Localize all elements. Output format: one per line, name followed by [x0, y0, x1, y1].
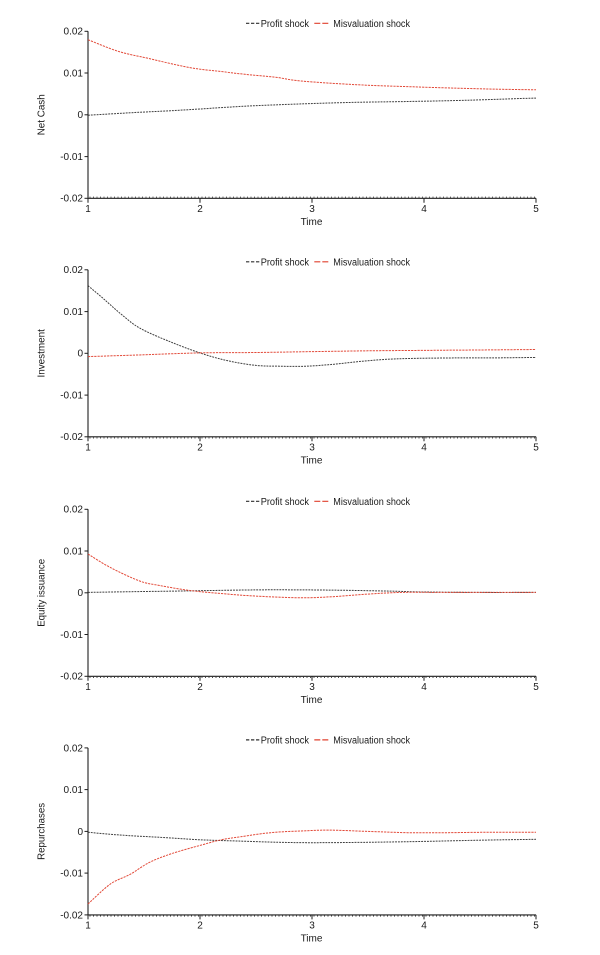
svg-text:5: 5 [533, 204, 539, 215]
svg-text:Profit shock: Profit shock [261, 257, 310, 268]
svg-text:Misvaluation shock: Misvaluation shock [333, 735, 411, 746]
svg-text:Time: Time [301, 456, 323, 467]
svg-text:-0.01: -0.01 [60, 152, 83, 163]
svg-text:-0.01: -0.01 [60, 390, 83, 401]
svg-text:0.02: 0.02 [64, 743, 84, 754]
svg-text:0.01: 0.01 [64, 307, 84, 318]
svg-text:0: 0 [77, 110, 83, 121]
svg-text:1: 1 [85, 682, 91, 693]
svg-text:3: 3 [309, 920, 315, 931]
svg-text:Profit shock: Profit shock [261, 735, 310, 746]
svg-text:2: 2 [197, 920, 203, 931]
svg-text:0: 0 [77, 349, 83, 360]
svg-text:3: 3 [309, 204, 315, 215]
svg-text:0.02: 0.02 [64, 265, 84, 276]
svg-text:Time: Time [301, 934, 323, 945]
svg-text:Misvaluation shock: Misvaluation shock [333, 497, 411, 508]
svg-text:3: 3 [309, 682, 315, 693]
svg-text:-0.02: -0.02 [60, 672, 83, 683]
svg-text:4: 4 [421, 920, 427, 931]
svg-text:2: 2 [197, 682, 203, 693]
svg-text:Time: Time [301, 217, 323, 228]
svg-text:5: 5 [533, 682, 539, 693]
svg-text:Profit shock: Profit shock [261, 497, 310, 508]
svg-text:0.01: 0.01 [64, 785, 84, 796]
svg-text:0.01: 0.01 [64, 546, 84, 557]
svg-text:-0.01: -0.01 [60, 869, 83, 880]
svg-text:0: 0 [77, 827, 83, 838]
svg-text:0: 0 [77, 588, 83, 599]
svg-text:Profit shock: Profit shock [261, 19, 310, 30]
svg-text:-0.02: -0.02 [60, 194, 83, 205]
svg-text:Equity issuance: Equity issuance [37, 558, 48, 626]
svg-text:3: 3 [309, 442, 315, 453]
svg-text:1: 1 [85, 920, 91, 931]
svg-text:5: 5 [533, 920, 539, 931]
svg-text:-0.02: -0.02 [60, 910, 83, 921]
svg-text:Time: Time [301, 695, 323, 706]
svg-text:4: 4 [421, 204, 427, 215]
svg-text:0.02: 0.02 [64, 27, 84, 38]
svg-text:0.01: 0.01 [64, 69, 84, 80]
svg-text:1: 1 [85, 204, 91, 215]
svg-text:4: 4 [421, 682, 427, 693]
svg-text:Repurchases: Repurchases [37, 803, 48, 860]
svg-text:Investment: Investment [37, 329, 48, 378]
svg-text:5: 5 [533, 442, 539, 453]
svg-text:-0.01: -0.01 [60, 630, 83, 641]
svg-text:4: 4 [421, 442, 427, 453]
svg-text:Misvaluation shock: Misvaluation shock [333, 257, 411, 268]
svg-text:0.02: 0.02 [64, 505, 84, 516]
svg-text:Misvaluation shock: Misvaluation shock [333, 19, 411, 30]
svg-text:2: 2 [197, 204, 203, 215]
svg-text:-0.02: -0.02 [60, 432, 83, 443]
svg-text:1: 1 [85, 442, 91, 453]
svg-text:2: 2 [197, 442, 203, 453]
svg-text:Net Cash: Net Cash [37, 94, 48, 135]
